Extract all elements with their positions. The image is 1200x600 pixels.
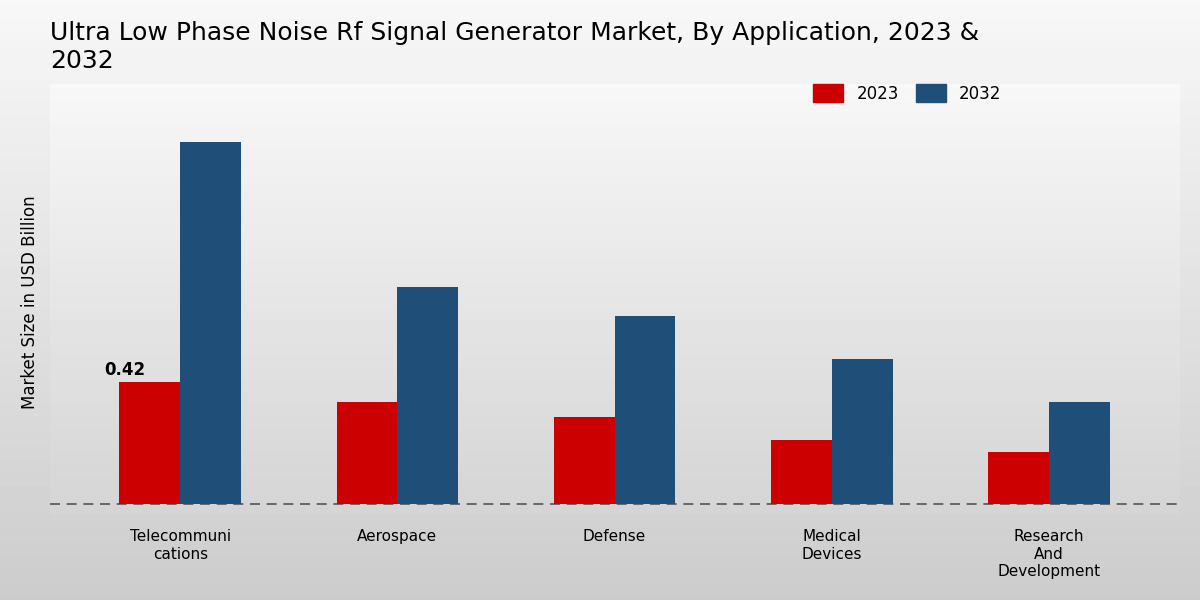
Bar: [180, 142, 241, 503]
Bar: [553, 417, 614, 503]
Text: 0.42: 0.42: [104, 361, 145, 379]
Text: Ultra Low Phase Noise Rf Signal Generator Market, By Application, 2023 &
2032: Ultra Low Phase Noise Rf Signal Generato…: [50, 21, 979, 73]
Bar: [1049, 403, 1110, 503]
Bar: [770, 440, 832, 503]
Y-axis label: Market Size in USD Billion: Market Size in USD Billion: [20, 196, 38, 409]
Bar: [120, 382, 180, 503]
Bar: [397, 287, 458, 503]
Bar: [988, 452, 1049, 503]
Bar: [336, 403, 397, 503]
Legend: 2023, 2032: 2023, 2032: [814, 84, 1002, 103]
Bar: [832, 359, 893, 503]
Bar: [614, 316, 676, 503]
